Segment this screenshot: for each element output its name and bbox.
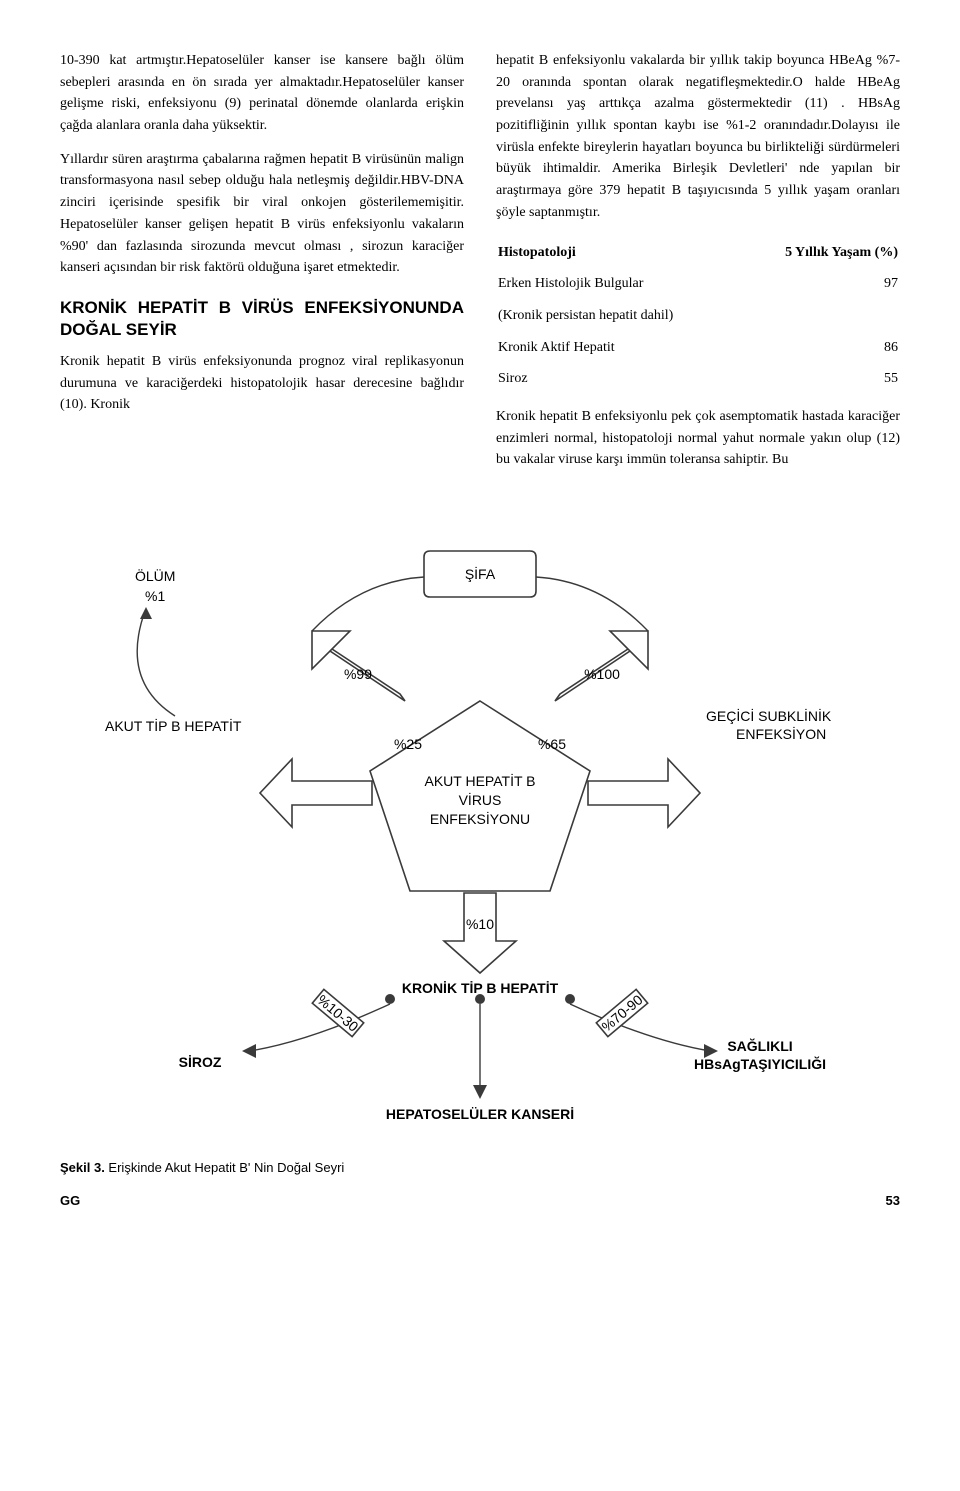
- page-footer: GG 53: [60, 1193, 900, 1208]
- gecici-label-2: ENFEKSİYON: [736, 725, 826, 742]
- center-label: ENFEKSİYONU: [430, 810, 530, 827]
- left-column: 10-390 kat artmıştır.Hepatoselüler kanse…: [60, 50, 464, 483]
- td: (Kronik persistan hepatit dahil): [498, 301, 740, 331]
- td: 86: [742, 333, 898, 363]
- conn-left: [250, 1004, 390, 1051]
- td: Erken Histolojik Bulgular: [498, 269, 740, 299]
- arc-99: [312, 577, 424, 631]
- pct-65: %65: [538, 736, 566, 752]
- band-left: %10-30: [312, 989, 363, 1036]
- flow-diagram: .st { stroke:#3a3a3a; stroke-width:1.6; …: [60, 511, 900, 1136]
- td: 97: [742, 269, 898, 299]
- saglikli-label-1: SAĞLIKLI: [727, 1037, 792, 1054]
- pct-25: %25: [394, 736, 422, 752]
- arrowhead-mid: [473, 1085, 487, 1099]
- olum-curve: [137, 611, 175, 716]
- node-dot: [475, 994, 485, 1004]
- para: Kronik hepatit B enfeksiyonlu pek çok as…: [496, 406, 900, 471]
- svg-text:%70-90: %70-90: [598, 991, 645, 1034]
- survival-table: Histopatoloji 5 Yıllık Yaşam (%) Erken H…: [496, 236, 900, 396]
- conn-right: [570, 1004, 710, 1051]
- pct-100: %100: [584, 666, 620, 682]
- table-row: Kronik Aktif Hepatit 86: [498, 333, 898, 363]
- td: Siroz: [498, 364, 740, 394]
- arc-100: [536, 577, 648, 631]
- pct-10: %10: [466, 916, 494, 932]
- para: 10-390 kat artmıştır.Hepatoselüler kanse…: [60, 50, 464, 137]
- center-label: AKUT HEPATİT B: [425, 772, 536, 789]
- para: hepatit B enfeksiyonlu vakalarda bir yıl…: [496, 50, 900, 224]
- olum-label: ÖLÜM: [135, 567, 175, 584]
- caption-text: Erişkinde Akut Hepatit B' Nin Doğal Seyr…: [105, 1160, 344, 1175]
- arrow-65: [588, 759, 700, 827]
- sifa-label: ŞİFA: [465, 565, 496, 582]
- section-heading: KRONİK HEPATİT B VİRÜS ENFEKSİYONUNDA DO…: [60, 297, 464, 341]
- para: Kronik hepatit B virüs enfeksiyonunda pr…: [60, 351, 464, 416]
- figure-caption: Şekil 3. Erişkinde Akut Hepatit B' Nin D…: [60, 1160, 900, 1175]
- node-dot: [565, 994, 575, 1004]
- pct-99: %99: [344, 666, 372, 682]
- arrow-10: [444, 893, 516, 973]
- table-row: (Kronik persistan hepatit dahil): [498, 301, 898, 331]
- th: Histopatoloji: [498, 238, 740, 268]
- footer-right: 53: [886, 1193, 900, 1208]
- text-columns: 10-390 kat artmıştır.Hepatoselüler kanse…: [60, 50, 900, 483]
- kronik-label: KRONİK TİP B HEPATİT: [402, 980, 559, 996]
- right-column: hepatit B enfeksiyonlu vakalarda bir yıl…: [496, 50, 900, 483]
- center-label: VİRUS: [459, 791, 502, 808]
- siroz-label: SİROZ: [179, 1054, 222, 1070]
- caption-bold: Şekil 3.: [60, 1160, 105, 1175]
- footer-left: GG: [60, 1193, 80, 1208]
- arrow-25: [260, 759, 372, 827]
- table-row: Siroz 55: [498, 364, 898, 394]
- node-dot: [385, 994, 395, 1004]
- arrowhead-left: [242, 1044, 256, 1058]
- svg-text:%10-30: %10-30: [314, 991, 361, 1034]
- td: 55: [742, 364, 898, 394]
- table-header-row: Histopatoloji 5 Yıllık Yaşam (%): [498, 238, 898, 268]
- table-row: Erken Histolojik Bulgular 97: [498, 269, 898, 299]
- olum-pct: %1: [145, 588, 165, 604]
- saglikli-label-2: HBsAgTAŞIYICILIĞI: [694, 1055, 826, 1072]
- th: 5 Yıllık Yaşam (%): [742, 238, 898, 268]
- band-right: %70-90: [596, 989, 647, 1036]
- akut-tip-b-label: AKUT TİP B HEPATİT: [105, 717, 242, 734]
- gecici-label-1: GEÇİCİ SUBKLİNİK: [706, 707, 832, 724]
- diagram-svg: .st { stroke:#3a3a3a; stroke-width:1.6; …: [60, 511, 900, 1131]
- olum-arrowhead: [140, 607, 152, 619]
- td: Kronik Aktif Hepatit: [498, 333, 740, 363]
- td: [742, 301, 898, 331]
- para: Yıllardır süren araştırma çabalarına rağ…: [60, 149, 464, 279]
- hepatoseluler-label: HEPATOSELÜLER KANSERİ: [386, 1106, 574, 1122]
